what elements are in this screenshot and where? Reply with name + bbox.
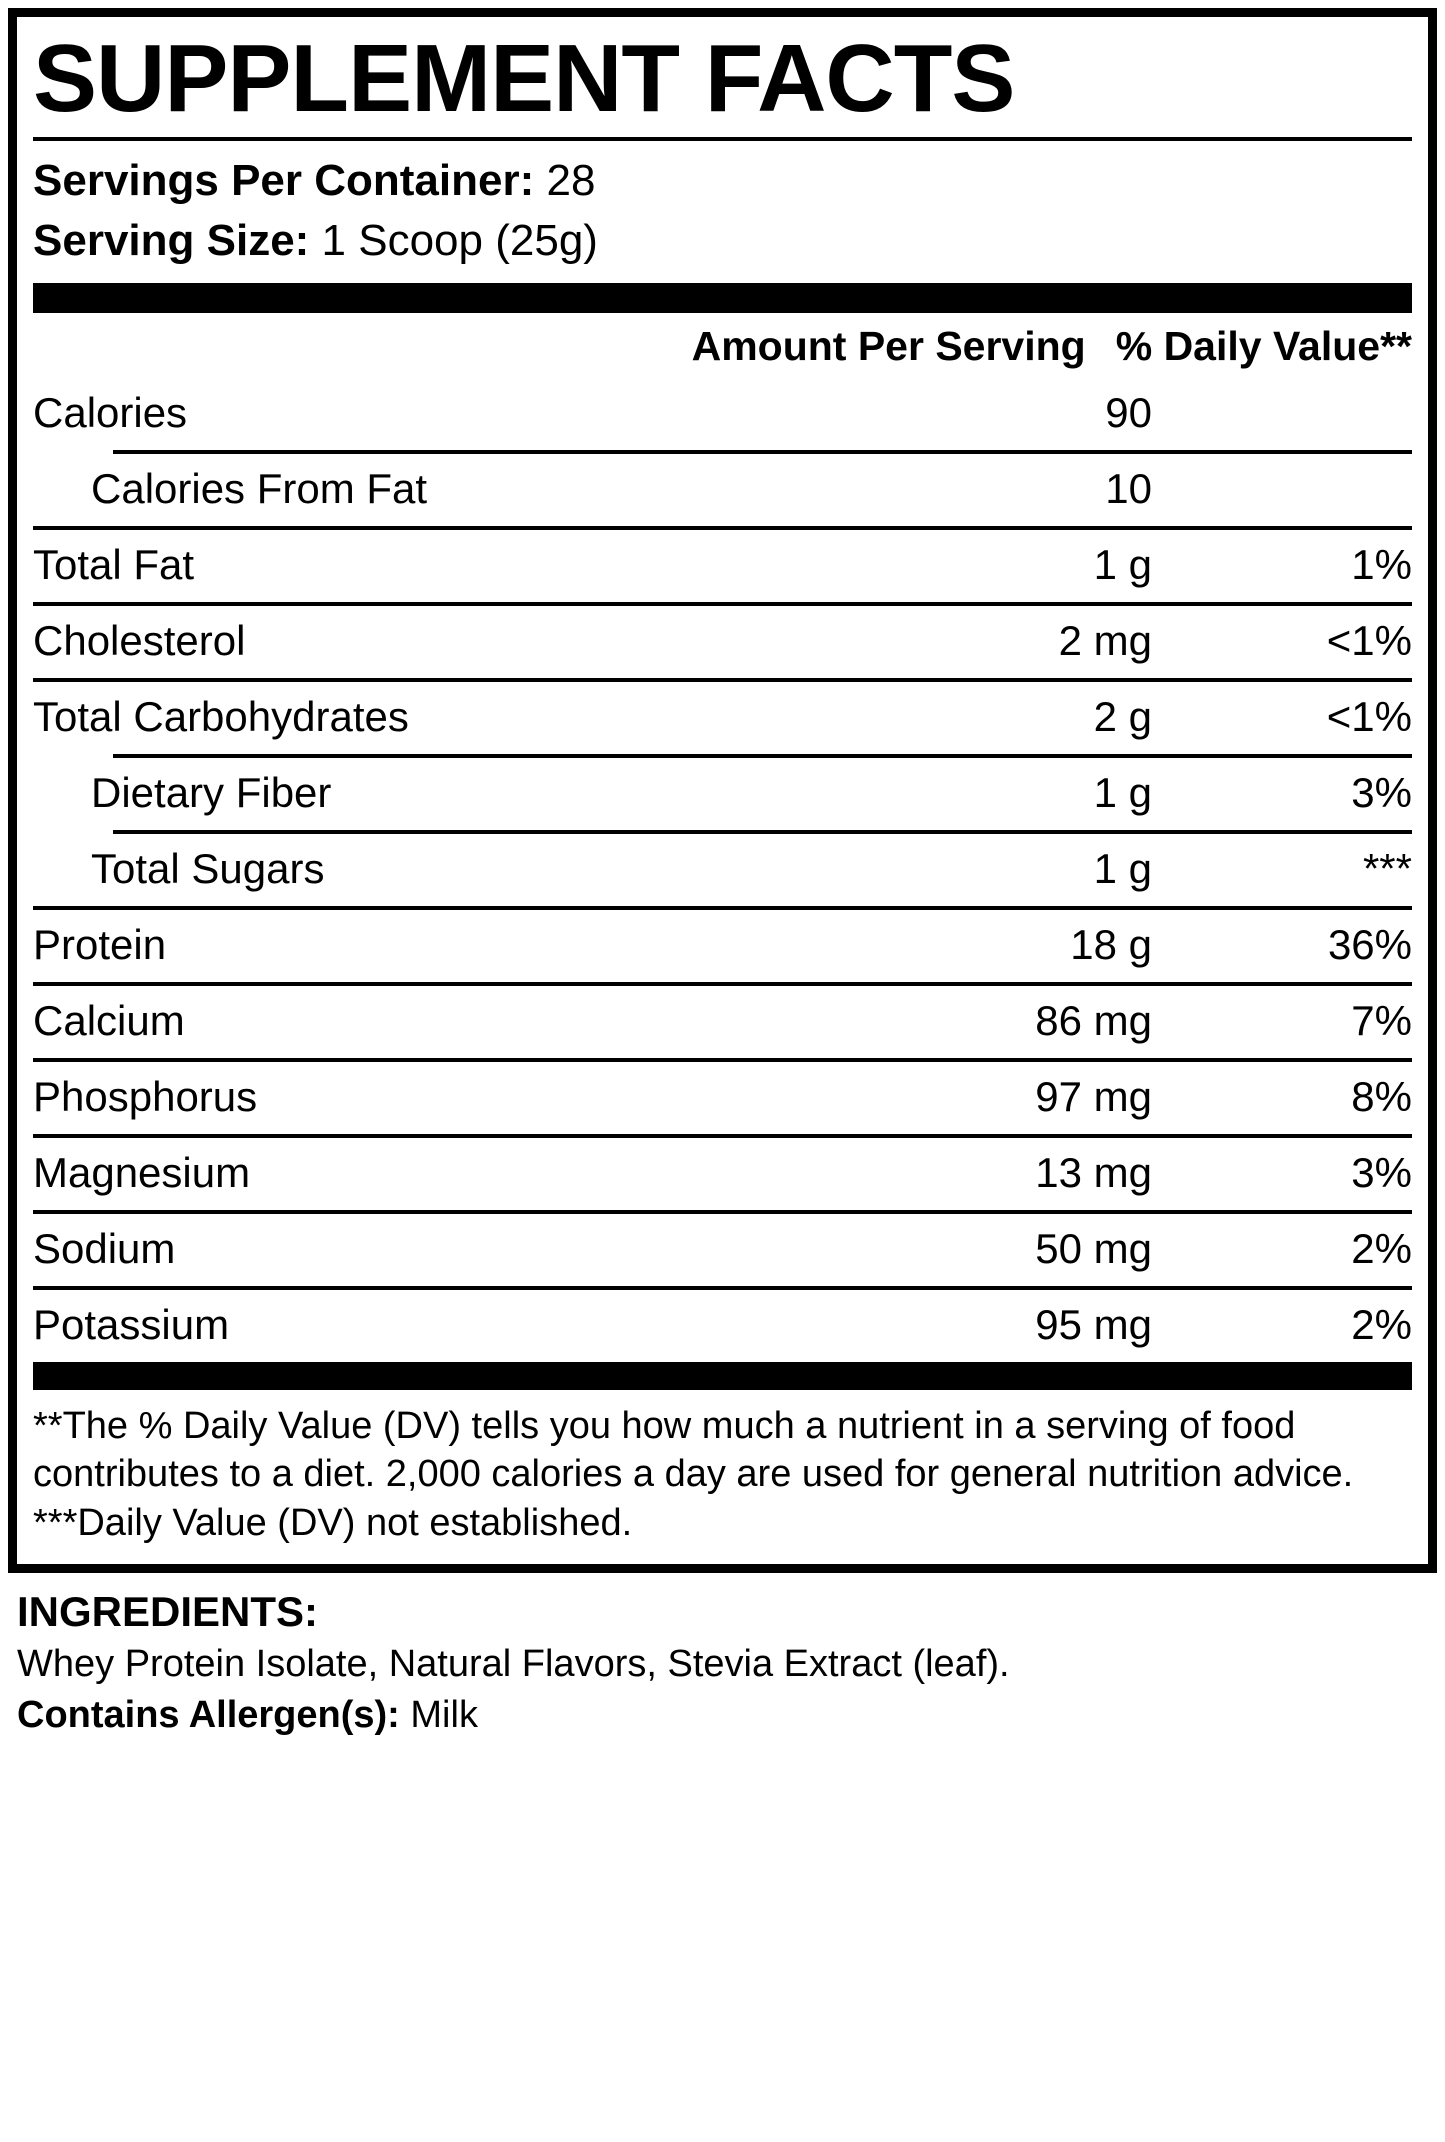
nutrient-daily-value: 3% xyxy=(1351,1148,1412,1196)
row-divider xyxy=(113,829,1412,834)
daily-value-footnote: **The % Daily Value (DV) tells you how m… xyxy=(33,1404,1354,1496)
nutrient-name: Sodium xyxy=(33,1224,176,1272)
nutrient-amount: 2 mg xyxy=(1058,616,1152,664)
nutrient-daily-value: 2% xyxy=(1351,1300,1412,1348)
table-row: Calcium 86 mg 7% xyxy=(33,986,1412,1058)
nutrient-daily-value: 1% xyxy=(1351,540,1412,588)
table-row: Sodium 50 mg 2% xyxy=(33,1214,1412,1286)
table-row: Magnesium 13 mg 3% xyxy=(33,1138,1412,1210)
nutrient-name: Magnesium xyxy=(33,1148,251,1196)
servings-per-container-row: Servings Per Container: 28 xyxy=(33,151,1412,211)
nutrient-daily-value: 8% xyxy=(1351,1072,1412,1120)
row-divider xyxy=(113,753,1412,758)
table-row: Phosphorus 97 mg 8% xyxy=(33,1062,1412,1134)
nutrient-amount: 90 xyxy=(1105,388,1152,436)
nutrient-name: Cholesterol xyxy=(33,616,246,664)
nutrient-name: Total Carbohydrates xyxy=(33,692,409,740)
servings-block: Servings Per Container: 28 Serving Size:… xyxy=(33,141,1412,283)
nutrient-daily-value: 2% xyxy=(1351,1224,1412,1272)
row-divider xyxy=(33,677,1412,682)
serving-size-row: Serving Size: 1 Scoop (25g) xyxy=(33,211,1412,271)
nutrient-daily-value: <1% xyxy=(1326,616,1412,664)
nutrient-daily-value: 7% xyxy=(1351,996,1412,1044)
servings-per-container-label: Servings Per Container: xyxy=(33,156,535,205)
nutrient-amount: 18 g xyxy=(1070,920,1152,968)
amount-per-serving-header: Amount Per Serving xyxy=(691,322,1086,369)
nutrient-amount: 86 mg xyxy=(1035,996,1152,1044)
nutrient-amount: 95 mg xyxy=(1035,1300,1152,1348)
allergen-row: Contains Allergen(s): Milk xyxy=(17,1689,1428,1740)
not-established-footnote: ***Daily Value (DV) not established. xyxy=(33,1501,633,1544)
row-divider xyxy=(113,449,1412,454)
nutrient-daily-value: *** xyxy=(1362,844,1412,892)
nutrient-amount: 13 mg xyxy=(1035,1148,1152,1196)
row-divider xyxy=(33,1057,1412,1062)
allergen-label: Contains Allergen(s): xyxy=(17,1694,400,1737)
nutrient-name: Dietary Fiber xyxy=(91,768,332,816)
table-row: Total Sugars 1 g *** xyxy=(33,834,1412,906)
nutrient-daily-value: 3% xyxy=(1351,768,1412,816)
row-divider xyxy=(33,1209,1412,1214)
row-divider xyxy=(33,905,1412,910)
serving-size-label: Serving Size: xyxy=(33,215,310,265)
table-row: Cholesterol 2 mg <1% xyxy=(33,606,1412,678)
table-row: Calories From Fat 10 xyxy=(33,454,1412,526)
table-row: Total Fat 1 g 1% xyxy=(33,530,1412,602)
nutrient-name: Phosphorus xyxy=(33,1072,258,1120)
table-row: Calories 90 xyxy=(33,378,1412,450)
nutrient-name: Calories xyxy=(33,388,188,436)
title-rule xyxy=(33,137,1412,141)
footnotes: **The % Daily Value (DV) tells you how m… xyxy=(33,1390,1412,1556)
row-divider xyxy=(33,525,1412,530)
footer-black-bar xyxy=(33,1361,1412,1390)
nutrient-daily-value: 36% xyxy=(1327,920,1412,968)
nutrient-amount: 1 g xyxy=(1093,540,1152,588)
row-divider xyxy=(33,1133,1412,1138)
nutrient-amount: 1 g xyxy=(1093,768,1152,816)
servings-per-container-value: 28 xyxy=(546,156,596,205)
nutrient-name: Calcium xyxy=(33,996,185,1044)
row-divider xyxy=(33,1285,1412,1290)
ingredients-section: INGREDIENTS: Whey Protein Isolate, Natur… xyxy=(8,1573,1437,1741)
table-row: Potassium 95 mg 2% xyxy=(33,1290,1412,1362)
column-header-row: Amount Per Serving % Daily Value** xyxy=(33,313,1412,378)
nutrient-table: Calories 90 Calories From Fat 10 Total Fat 1 … xyxy=(33,378,1412,1362)
nutrient-name: Total Fat xyxy=(33,540,195,588)
header-black-bar xyxy=(33,282,1412,313)
nutrient-name: Total Sugars xyxy=(91,844,325,892)
table-row: Total Carbohydrates 2 g <1% xyxy=(33,682,1412,754)
serving-size-value: 1 Scoop (25g) xyxy=(321,215,598,265)
allergen-value: Milk xyxy=(410,1694,478,1737)
supplement-facts-panel: SUPPLEMENT FACTS Servings Per Container:… xyxy=(8,8,1437,1573)
ingredients-heading: INGREDIENTS: xyxy=(17,1587,319,1635)
daily-value-header: % Daily Value** xyxy=(1115,322,1412,369)
nutrient-amount: 10 xyxy=(1105,464,1152,512)
nutrient-amount: 97 mg xyxy=(1035,1072,1152,1120)
table-row: Protein 18 g 36% xyxy=(33,910,1412,982)
nutrient-daily-value: <1% xyxy=(1326,692,1412,740)
table-row: Dietary Fiber 1 g 3% xyxy=(33,758,1412,830)
nutrient-amount: 50 mg xyxy=(1035,1224,1152,1272)
row-divider xyxy=(33,601,1412,606)
ingredients-list: Whey Protein Isolate, Natural Flavors, S… xyxy=(17,1643,1010,1686)
nutrient-amount: 2 g xyxy=(1093,692,1152,740)
nutrient-name: Potassium xyxy=(33,1300,230,1348)
nutrient-name: Calories From Fat xyxy=(91,464,428,512)
row-divider xyxy=(33,981,1412,986)
page-title: SUPPLEMENT FACTS xyxy=(33,25,1015,132)
nutrient-name: Protein xyxy=(33,920,167,968)
nutrient-amount: 1 g xyxy=(1093,844,1152,892)
